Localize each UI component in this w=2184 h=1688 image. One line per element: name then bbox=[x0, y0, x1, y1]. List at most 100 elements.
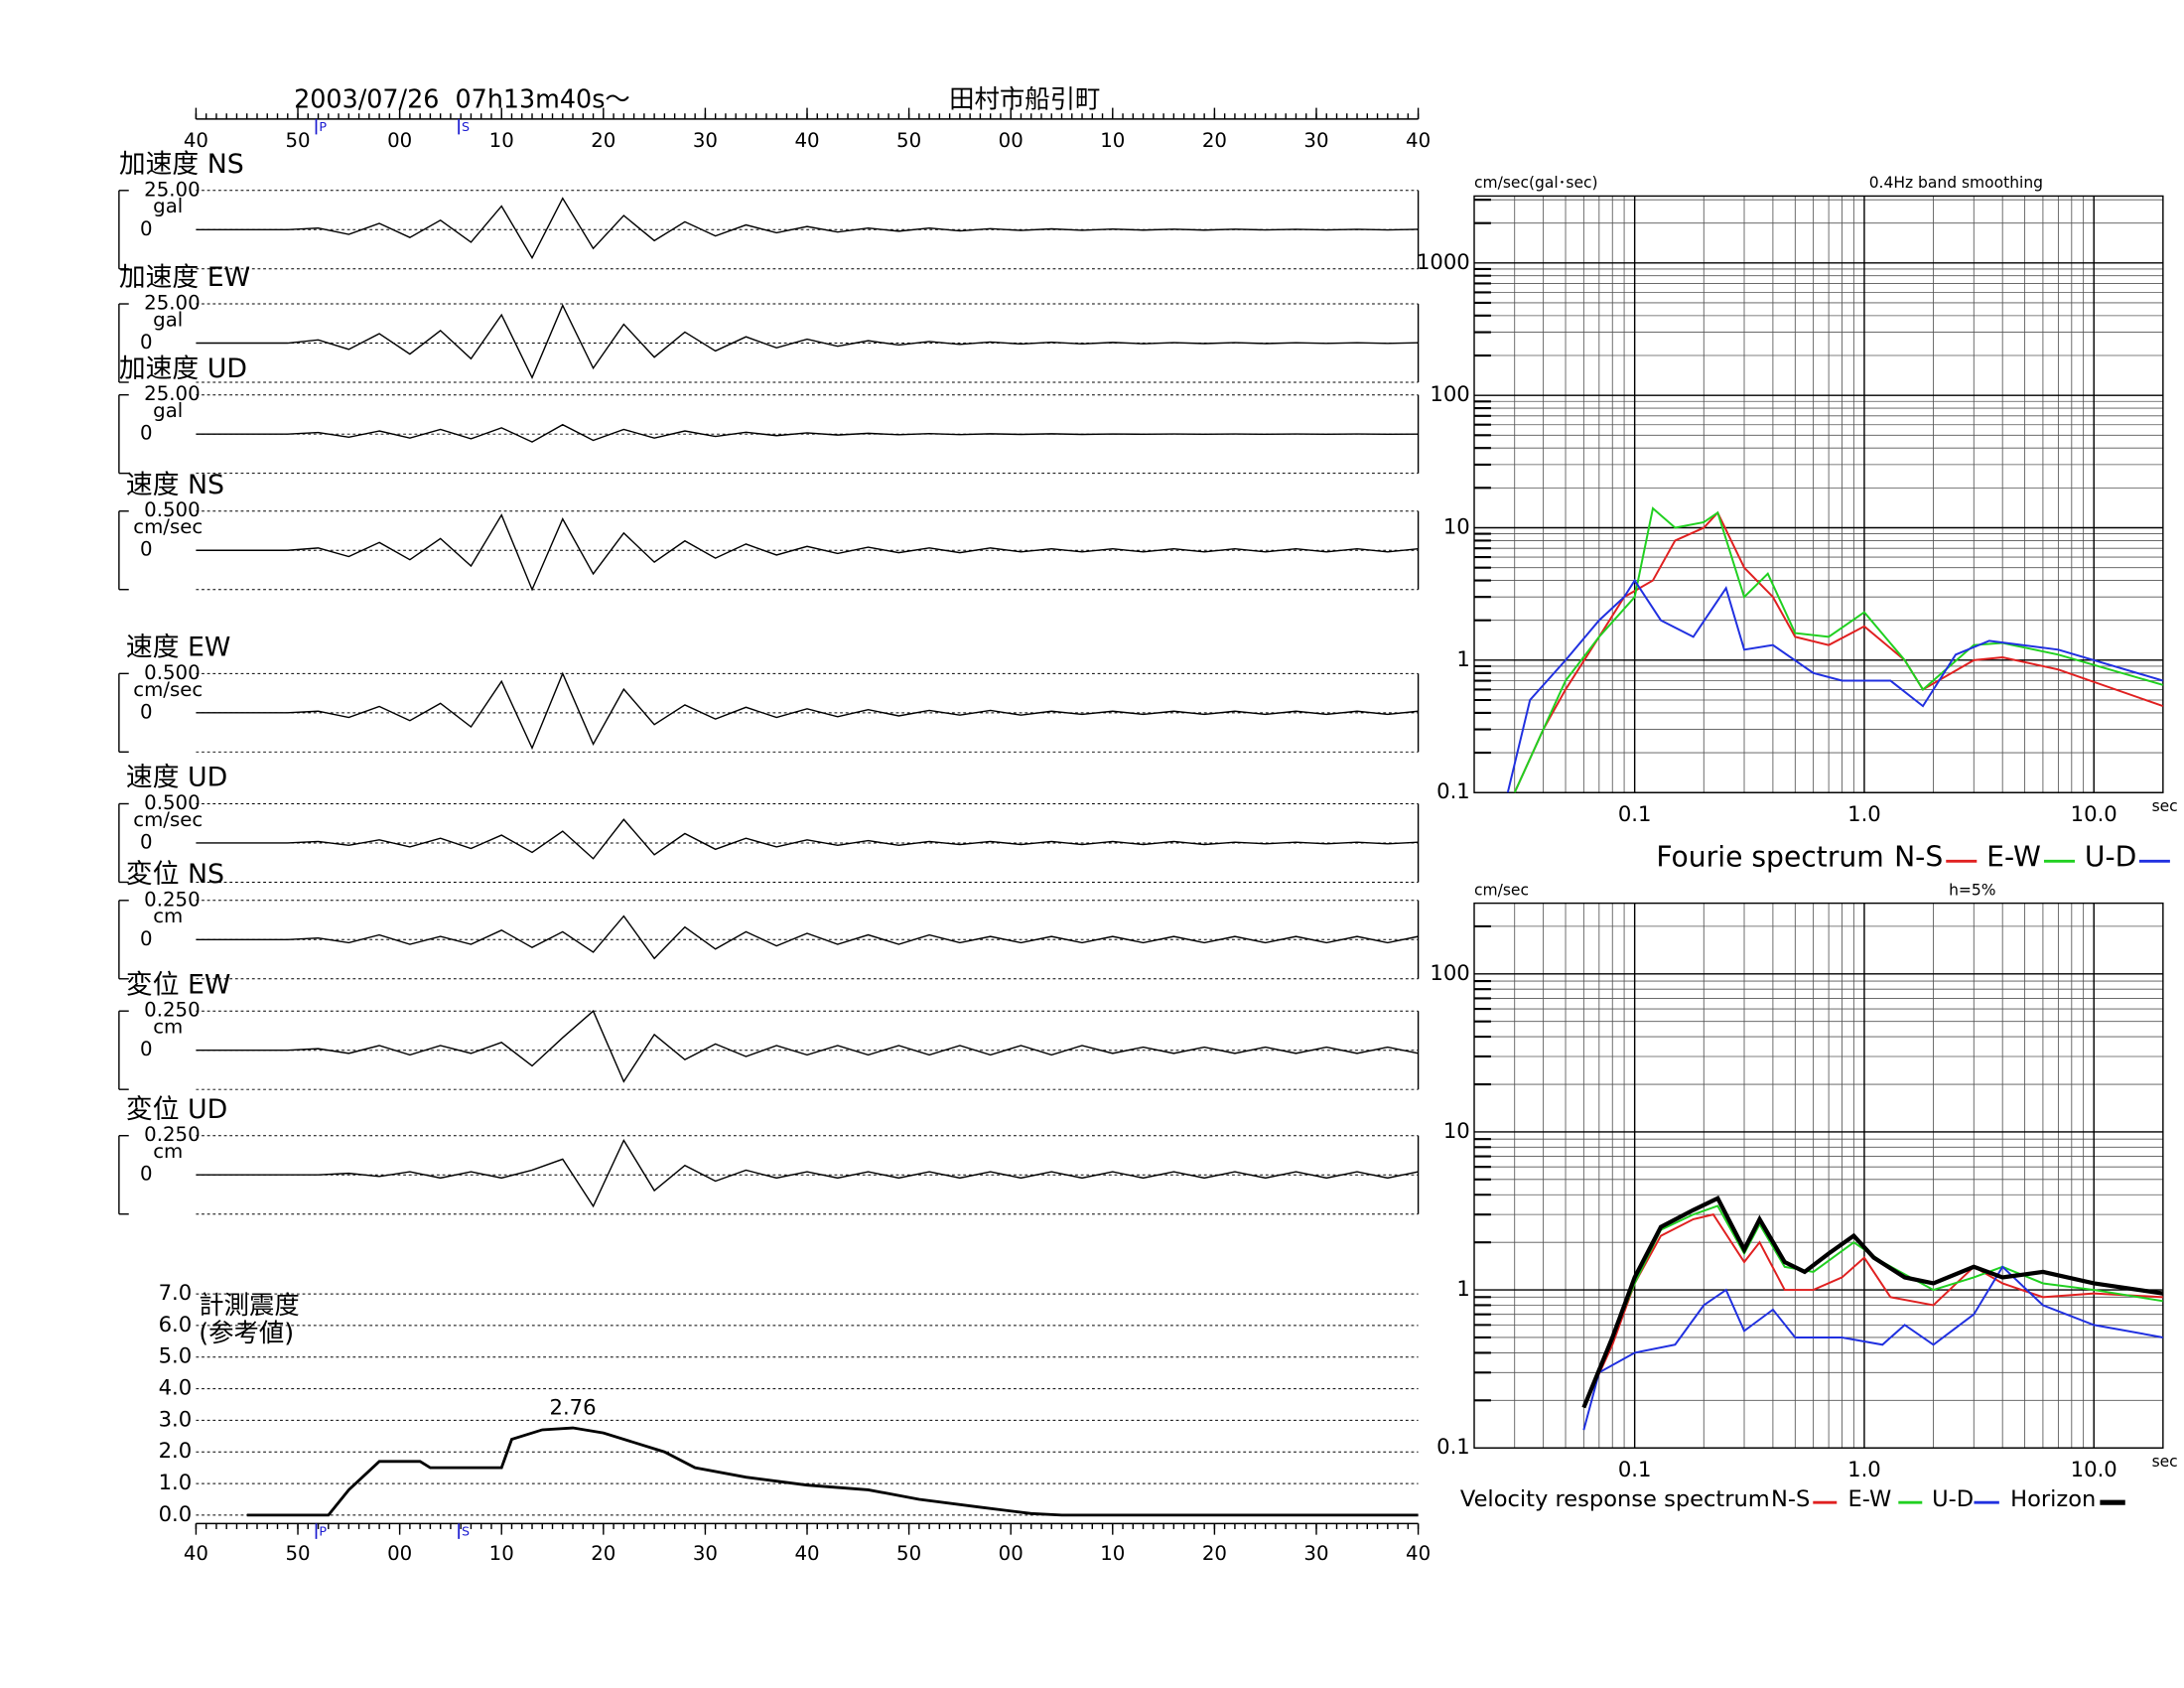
y-tick-label: 100 bbox=[1430, 381, 1469, 406]
legend-label: N-S bbox=[1771, 1486, 1810, 1512]
plot-frame bbox=[1473, 195, 2164, 793]
x-tick-label: 1.0 bbox=[1847, 1457, 1881, 1481]
waveform bbox=[196, 818, 1419, 860]
waveform bbox=[196, 423, 1419, 443]
y-unit: cm/sec(gal･sec) bbox=[1474, 174, 1598, 192]
date-time: 2003/07/26 07h13m40s〜 bbox=[294, 84, 630, 114]
unit-label: cm/sec bbox=[133, 678, 203, 701]
time-tick-label: 20 bbox=[591, 129, 615, 152]
y-tick-label: 0.250 bbox=[144, 1123, 201, 1146]
trace-label: 速度 EW bbox=[126, 632, 230, 662]
y-tick-label: 0 bbox=[140, 1038, 153, 1060]
waveform bbox=[196, 513, 1419, 592]
legend-title: Fourie spectrum bbox=[1656, 840, 1883, 873]
time-tick-label: 10 bbox=[489, 129, 514, 152]
y-tick-label: 0.0 bbox=[159, 1501, 193, 1526]
spectrum-line bbox=[1506, 578, 2163, 793]
time-tick-label: 50 bbox=[285, 129, 310, 152]
time-tick-label: 30 bbox=[693, 1542, 718, 1565]
time-tick-label: 00 bbox=[387, 1542, 412, 1565]
y-tick-label: 0 bbox=[140, 1163, 153, 1186]
unit-label: cm/sec bbox=[133, 808, 203, 831]
time-tick-label: 50 bbox=[896, 129, 921, 152]
time-tick-label: 30 bbox=[693, 129, 718, 152]
trace-label: 変位 EW bbox=[126, 969, 230, 1000]
note: 0.4Hz band smoothing bbox=[1869, 174, 2043, 192]
note: h=5% bbox=[1949, 881, 1995, 899]
legend-label: Horizon bbox=[2010, 1486, 2096, 1512]
time-tick-label: 00 bbox=[999, 129, 1024, 152]
y-tick-label: 0 bbox=[140, 927, 153, 950]
trace-label: 速度 UD bbox=[126, 763, 227, 793]
y-tick-label: 100 bbox=[1430, 960, 1469, 985]
y-tick-label: 6.0 bbox=[159, 1312, 193, 1336]
time-tick-label: 20 bbox=[1202, 1542, 1227, 1565]
y-tick-label: 25.00 bbox=[144, 292, 201, 315]
unit-label: cm bbox=[153, 905, 183, 927]
trace-label: 速度 NS bbox=[126, 470, 224, 500]
y-tick-label: 0.1 bbox=[1436, 778, 1470, 803]
trace-label: 変位 UD bbox=[126, 1094, 227, 1125]
trace-label: 加速度 UD bbox=[119, 353, 247, 384]
phase-label: S bbox=[462, 119, 470, 134]
time-tick-label: 40 bbox=[794, 129, 819, 152]
unit-label: gal bbox=[153, 308, 183, 331]
x-unit: sec bbox=[2152, 1453, 2178, 1471]
y-tick-label: 1 bbox=[1456, 1276, 1469, 1301]
legend-label: E-W bbox=[1986, 840, 2041, 873]
phase-label: P bbox=[319, 1523, 327, 1538]
time-tick-label: 30 bbox=[1303, 129, 1328, 152]
y-tick-label: 0.500 bbox=[144, 661, 201, 684]
y-tick-label: 25.00 bbox=[144, 382, 201, 405]
legend-label: U-D bbox=[1932, 1486, 1974, 1512]
unit-label: gal bbox=[153, 399, 183, 422]
y-tick-label: 0 bbox=[140, 700, 153, 723]
intensity-label: 計測震度 bbox=[199, 1290, 300, 1320]
y-tick-label: 10 bbox=[1443, 514, 1470, 539]
trace-label: 加速度 EW bbox=[119, 262, 250, 293]
unit-label: cm/sec bbox=[133, 515, 203, 538]
y-tick-label: 1.0 bbox=[159, 1470, 193, 1494]
y-tick-label: 0 bbox=[140, 331, 153, 353]
intensity-line bbox=[246, 1426, 1419, 1517]
y-tick-label: 25.00 bbox=[144, 178, 201, 201]
time-tick-label: 40 bbox=[184, 129, 208, 152]
station: 田村市船引町 bbox=[949, 84, 1100, 114]
waveform bbox=[196, 197, 1419, 260]
time-tick-label: 20 bbox=[591, 1542, 615, 1565]
waveform bbox=[196, 671, 1419, 751]
intensity-sublabel: (参考値) bbox=[199, 1318, 294, 1347]
y-tick-label: 2.0 bbox=[159, 1438, 193, 1463]
time-tick-label: 00 bbox=[999, 1542, 1024, 1565]
time-tick-label: 30 bbox=[1303, 1542, 1328, 1565]
y-unit: cm/sec bbox=[1474, 881, 1529, 899]
unit-label: cm bbox=[153, 1140, 183, 1163]
y-tick-label: 0.500 bbox=[144, 791, 201, 814]
time-tick-label: 20 bbox=[1202, 129, 1227, 152]
y-tick-label: 4.0 bbox=[159, 1375, 193, 1400]
legend-label: U-D bbox=[2085, 840, 2137, 873]
waveform bbox=[196, 1010, 1419, 1083]
spectrum-line bbox=[1581, 1196, 2163, 1409]
y-tick-label: 1000 bbox=[1417, 249, 1470, 274]
spectrum-line bbox=[1582, 1213, 2163, 1408]
peak-label: 2.76 bbox=[550, 1394, 597, 1419]
y-tick-label: 0.250 bbox=[144, 999, 201, 1022]
x-tick-label: 1.0 bbox=[1847, 801, 1881, 826]
time-tick-label: 50 bbox=[896, 1542, 921, 1565]
x-tick-label: 10.0 bbox=[2071, 801, 2117, 826]
x-unit: sec bbox=[2152, 797, 2178, 815]
y-tick-label: 1 bbox=[1456, 646, 1469, 671]
y-tick-label: 0 bbox=[140, 422, 153, 445]
trace-label: 変位 NS bbox=[126, 859, 224, 890]
waveform bbox=[196, 1138, 1419, 1208]
y-tick-label: 0 bbox=[140, 538, 153, 561]
spectrum-line bbox=[1513, 506, 2163, 793]
time-tick-label: 10 bbox=[1100, 129, 1125, 152]
time-tick-label: 10 bbox=[1100, 1542, 1125, 1565]
y-tick-label: 0 bbox=[140, 217, 153, 240]
y-tick-label: 0.250 bbox=[144, 888, 201, 911]
y-tick-label: 0.1 bbox=[1436, 1434, 1470, 1459]
time-tick-label: 40 bbox=[1406, 1542, 1431, 1565]
